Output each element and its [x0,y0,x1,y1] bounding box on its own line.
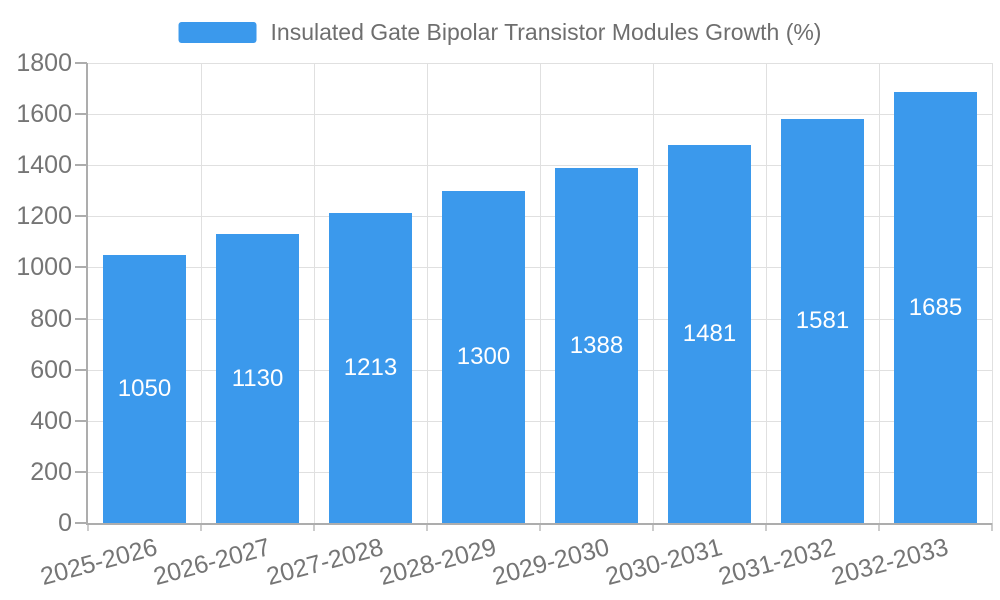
bar[interactable]: 1300 [442,191,525,523]
plot-area: 1050 1130 1213 1300 1388 1481 1581 1685 [86,63,993,525]
bar-value-label: 1685 [908,293,963,321]
y-tick-mark [75,522,87,524]
y-tick-label: 1000 [16,253,72,281]
y-tick-mark [75,164,87,166]
x-tick-mark [426,523,428,531]
y-tick-label: 1800 [16,49,72,77]
x-tick-mark [313,523,315,531]
bar[interactable]: 1130 [216,234,299,523]
x-gridline [540,63,541,523]
bar-value-label: 1130 [231,364,284,392]
x-axis-line [86,523,992,525]
bar-value-label: 1388 [569,331,624,359]
y-tick-mark [75,215,87,217]
x-gridline [427,63,428,523]
bar-value-label: 1050 [117,375,172,402]
x-gridline [201,63,202,523]
x-gridline [314,63,315,523]
y-tick-mark [75,266,87,268]
y-tick-mark [75,318,87,320]
x-tick-mark [878,523,880,531]
bar[interactable]: 1581 [781,119,864,523]
legend[interactable]: Insulated Gate Bipolar Transistor Module… [178,19,822,46]
y-tick-label: 0 [58,509,72,537]
bar-value-label: 1481 [682,320,737,347]
x-tick-mark [991,523,993,531]
x-gridline [653,63,654,523]
bar-value-label: 1213 [343,354,398,381]
y-tick-mark [75,471,87,473]
y-tick-label: 600 [30,356,72,384]
legend-swatch-icon [178,22,257,43]
bar-value-label: 1300 [456,343,511,370]
y-tick-label: 1400 [16,151,72,179]
y-tick-mark [75,369,87,371]
x-tick-mark [765,523,767,531]
y-tick-label: 200 [30,458,72,486]
y-tick-label: 800 [30,305,72,333]
x-tick-mark [200,523,202,531]
y-tick-mark [75,113,87,115]
x-tick-mark [87,523,89,531]
x-tick-mark [652,523,654,531]
y-tick-label: 1200 [16,202,72,230]
bar[interactable]: 1213 [329,213,412,523]
bar[interactable]: 1388 [555,168,638,523]
y-tick-label: 400 [30,407,72,435]
x-gridline [879,63,880,523]
y-axis-line [86,63,88,525]
y-tick-label: 1600 [16,100,72,128]
legend-label: Insulated Gate Bipolar Transistor Module… [270,19,822,45]
bar[interactable]: 1050 [103,255,186,523]
bar[interactable]: 1685 [894,92,977,523]
x-gridline [992,63,993,523]
bar[interactable]: 1481 [668,145,751,523]
bar-value-label: 1581 [795,307,850,334]
y-tick-mark [75,420,87,422]
y-tick-mark [75,62,87,64]
x-gridline [766,63,767,523]
x-tick-mark [539,523,541,531]
